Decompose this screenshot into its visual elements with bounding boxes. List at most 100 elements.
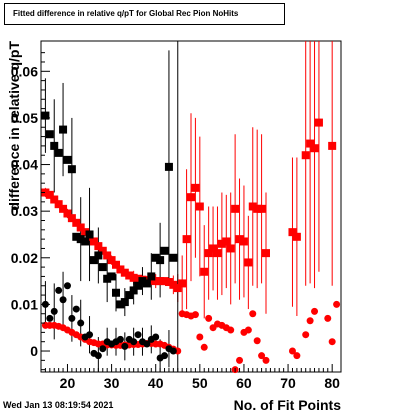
y-tick-label: 0 <box>30 343 38 359</box>
data-point <box>156 256 165 265</box>
data-point <box>59 125 68 134</box>
x-tick-label: 30 <box>104 375 120 391</box>
y-tick-label: 0.06 <box>11 63 38 79</box>
data-point <box>125 291 134 300</box>
x-tick-label: 70 <box>280 375 296 391</box>
data-point <box>55 286 63 294</box>
data-point <box>67 165 76 174</box>
data-point <box>81 237 90 246</box>
data-point <box>311 307 319 315</box>
y-tick-label: 0.05 <box>11 110 38 126</box>
data-point <box>328 338 336 346</box>
data-point <box>178 279 187 288</box>
data-point <box>236 356 244 364</box>
data-point <box>200 343 208 351</box>
data-point <box>107 272 116 281</box>
data-point <box>76 235 85 244</box>
data-point <box>63 155 72 164</box>
data-point <box>129 273 138 282</box>
x-tick-label: 20 <box>60 375 76 391</box>
data-point <box>205 314 213 322</box>
data-point <box>244 258 253 267</box>
data-point <box>72 232 81 241</box>
data-point <box>160 277 169 286</box>
data-point <box>94 352 102 360</box>
data-point <box>54 148 63 157</box>
x-tick-label: 60 <box>236 375 252 391</box>
data-point <box>231 204 240 213</box>
data-point <box>288 347 296 355</box>
data-point <box>226 244 235 253</box>
data-point <box>68 314 76 322</box>
data-point <box>59 204 68 213</box>
data-point <box>45 130 54 139</box>
data-point <box>107 256 116 265</box>
chart-title-box: Fitted difference in relative q/pT for G… <box>4 3 285 25</box>
data-point <box>164 162 173 171</box>
y-tick-label: 0.02 <box>11 250 38 266</box>
data-point <box>89 237 98 246</box>
data-point <box>129 286 138 295</box>
data-point <box>41 188 50 197</box>
data-point <box>116 300 125 309</box>
data-point <box>182 235 191 244</box>
data-point <box>134 331 142 339</box>
data-point <box>67 214 76 223</box>
data-point <box>152 333 160 341</box>
data-point <box>63 209 72 218</box>
data-point <box>227 326 235 334</box>
data-point <box>160 246 169 255</box>
data-point <box>130 338 138 346</box>
data-point <box>196 333 204 341</box>
timestamp: Wed Jan 13 08:19:54 2021 <box>3 400 114 410</box>
data-point <box>310 144 319 153</box>
data-point <box>249 310 257 318</box>
data-point <box>164 278 173 287</box>
data-point <box>98 263 107 272</box>
data-point <box>77 319 85 327</box>
data-point <box>112 288 120 297</box>
data-point <box>54 200 63 209</box>
data-point <box>200 267 209 276</box>
data-point <box>125 271 134 280</box>
y-tick-label: 0.01 <box>11 296 38 312</box>
data-point <box>59 296 67 304</box>
data-point <box>262 356 270 364</box>
data-point <box>253 337 261 345</box>
data-point <box>156 277 165 286</box>
data-point <box>120 298 129 307</box>
data-point <box>324 314 332 322</box>
data-point <box>169 253 178 262</box>
data-point <box>244 326 252 334</box>
data-point <box>292 232 301 241</box>
data-point <box>94 251 103 260</box>
data-point <box>134 274 143 283</box>
data-point <box>217 239 226 248</box>
data-point <box>120 268 129 277</box>
data-point <box>76 223 85 232</box>
data-point <box>258 352 266 360</box>
data-point <box>288 228 297 237</box>
data-point <box>94 242 103 251</box>
data-point <box>85 230 94 239</box>
data-point <box>72 305 80 313</box>
data-point <box>86 331 94 339</box>
data-point <box>134 281 143 290</box>
data-point <box>112 260 120 269</box>
data-point <box>301 151 310 160</box>
x-tick-label: 50 <box>192 375 208 391</box>
data-point <box>257 204 266 213</box>
data-point <box>173 284 182 293</box>
data-point <box>222 237 231 246</box>
data-point <box>262 249 270 258</box>
data-point <box>50 307 58 315</box>
chart-title: Fitted difference in relative q/pT for G… <box>13 9 239 18</box>
data-point <box>116 335 124 343</box>
data-point <box>147 276 156 285</box>
data-point <box>239 237 248 246</box>
data-point <box>143 340 151 348</box>
data-point <box>204 249 213 258</box>
y-tick-label: 0.04 <box>11 157 38 173</box>
x-tick-label: 80 <box>324 375 340 391</box>
